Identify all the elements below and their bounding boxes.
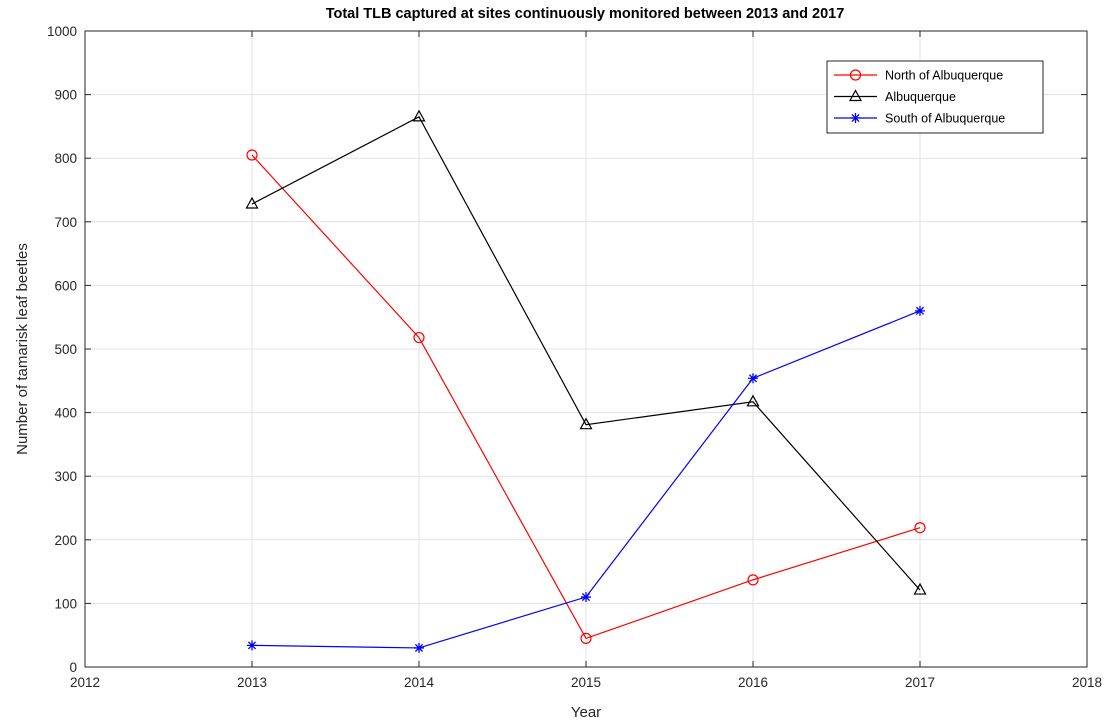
x-axis-label: Year	[571, 704, 601, 721]
legend-label-albuquerque: Albuquerque	[885, 90, 956, 104]
data-series	[245, 109, 927, 653]
series-north-of-albuquerque	[246, 149, 926, 644]
axis-ticks: 2012 2013 2014 2015 2016 2017 2018 0 100 200 300 40…	[47, 24, 1102, 690]
data-point-albuquerque	[913, 582, 927, 595]
y-tick-label: 800	[54, 151, 77, 166]
series-south-of-albuquerque	[247, 305, 925, 653]
y-tick-label: 500	[54, 342, 77, 357]
series-line-north-of-albuquerque	[251, 154, 921, 640]
data-point-south-of-albuquerque	[748, 373, 758, 384]
y-tick-label: 400	[54, 406, 77, 421]
y-tick-label: 700	[54, 215, 77, 230]
x-tick-label: 2012	[70, 675, 100, 690]
data-point-south-of-albuquerque	[581, 592, 591, 603]
x-tick-label: 2018	[1072, 675, 1102, 690]
legend-marker-albuquerque	[848, 89, 863, 102]
y-tick-label: 100	[54, 596, 77, 611]
legend-label-north-of-albuquerque: North of Albuquerque	[885, 69, 1003, 83]
data-point-south-of-albuquerque	[247, 640, 257, 651]
data-point-north-of-albuquerque	[747, 574, 759, 586]
x-tick-label: 2017	[905, 675, 935, 690]
legend-label-south-of-albuquerque: South of Albuquerque	[885, 112, 1005, 126]
data-point-south-of-albuquerque	[915, 305, 925, 316]
y-tick-label: 600	[54, 278, 77, 293]
y-axis-label: Number of tamarisk leaf beetles	[14, 243, 31, 455]
data-point-albuquerque	[579, 417, 593, 430]
data-point-north-of-albuquerque	[413, 331, 425, 344]
x-tick-label: 2014	[404, 675, 435, 690]
chart-title: Total TLB captured at sites continuously…	[326, 6, 845, 22]
y-tick-label: 1000	[47, 24, 77, 39]
legend-marker-north-of-albuquerque	[849, 69, 862, 81]
x-tick-label: 2015	[571, 675, 601, 690]
y-tick-label: 0	[69, 660, 77, 675]
legend: North of Albuquerque Albuquerque South of …	[826, 60, 1044, 134]
data-point-north-of-albuquerque	[580, 632, 592, 644]
y-tick-label: 900	[54, 88, 77, 103]
data-point-north-of-albuquerque	[246, 149, 258, 161]
legend-marker-south-of-albuquerque	[850, 113, 861, 123]
y-tick-label: 300	[54, 469, 77, 484]
series-line-albuquerque	[251, 116, 921, 591]
data-point-albuquerque	[412, 109, 426, 122]
x-tick-label: 2013	[237, 675, 267, 690]
y-tick-label: 200	[54, 533, 77, 548]
data-point-north-of-albuquerque	[914, 522, 926, 534]
data-point-south-of-albuquerque	[414, 642, 424, 653]
data-point-albuquerque	[746, 394, 760, 407]
series-albuquerque	[245, 109, 927, 595]
x-tick-label: 2016	[738, 675, 768, 690]
data-point-albuquerque	[245, 196, 259, 209]
